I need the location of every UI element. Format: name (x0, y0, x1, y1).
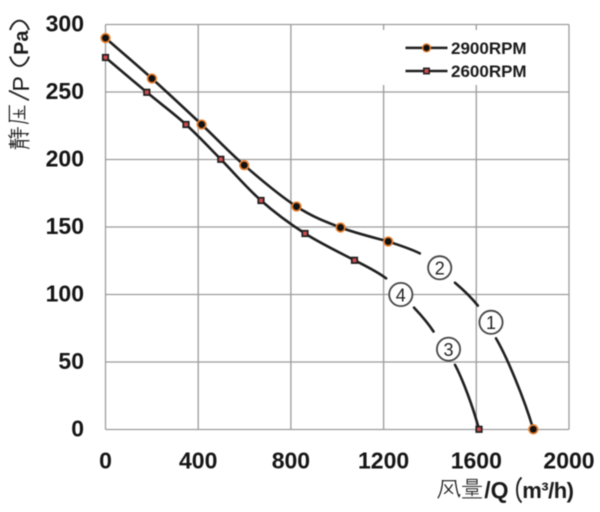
svg-text:200: 200 (46, 146, 84, 172)
svg-text:1200: 1200 (358, 448, 409, 474)
svg-text:150: 150 (46, 213, 84, 239)
svg-text:3: 3 (443, 340, 453, 360)
svg-text:300: 300 (46, 11, 84, 37)
svg-text:2: 2 (435, 259, 445, 279)
svg-text:100: 100 (46, 281, 84, 307)
svg-text:1: 1 (486, 313, 496, 333)
svg-text:250: 250 (46, 78, 84, 104)
svg-text:400: 400 (179, 448, 217, 474)
svg-text:0: 0 (71, 416, 84, 442)
svg-text:800: 800 (272, 448, 310, 474)
svg-text:4: 4 (396, 285, 406, 305)
svg-text:0: 0 (99, 448, 112, 474)
svg-text:1600: 1600 (451, 448, 502, 474)
svg-text:Pa: Pa (11, 30, 33, 55)
svg-text:P: P (8, 76, 34, 91)
svg-text:2900RPM: 2900RPM (451, 39, 527, 58)
svg-text:2000: 2000 (543, 448, 594, 474)
svg-text:50: 50 (58, 348, 84, 374)
svg-text:/Q: /Q (484, 477, 508, 503)
svg-text:2600RPM: 2600RPM (451, 62, 527, 81)
svg-text:m³/h): m³/h) (522, 478, 573, 503)
